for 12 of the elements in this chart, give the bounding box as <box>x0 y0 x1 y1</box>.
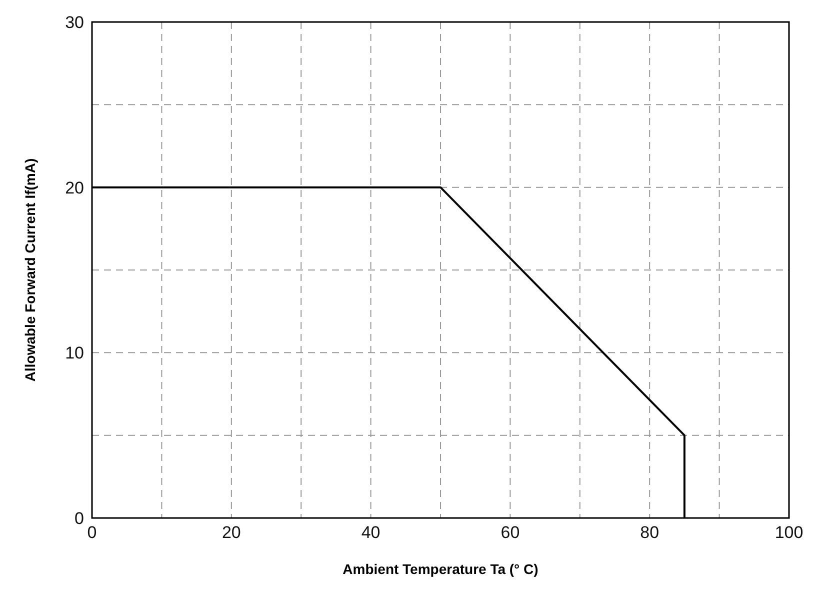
x-tick-label: 20 <box>222 523 241 542</box>
x-tick-label: 40 <box>361 523 380 542</box>
x-tick-label: 100 <box>774 523 804 542</box>
y-tick-label: 10 <box>65 344 84 363</box>
y-tick-label: 0 <box>74 509 84 528</box>
x-tick-label: 60 <box>500 523 520 542</box>
y-tick-label: 20 <box>65 178 84 198</box>
x-tick-label: 0 <box>87 523 97 542</box>
y-axis-title: Allowable Forward Current If(mA) <box>22 158 38 382</box>
y-tick-label: 30 <box>65 13 84 32</box>
x-axis-title: Ambient Temperature Ta (° C) <box>342 561 538 577</box>
x-tick-label: 80 <box>640 523 660 542</box>
